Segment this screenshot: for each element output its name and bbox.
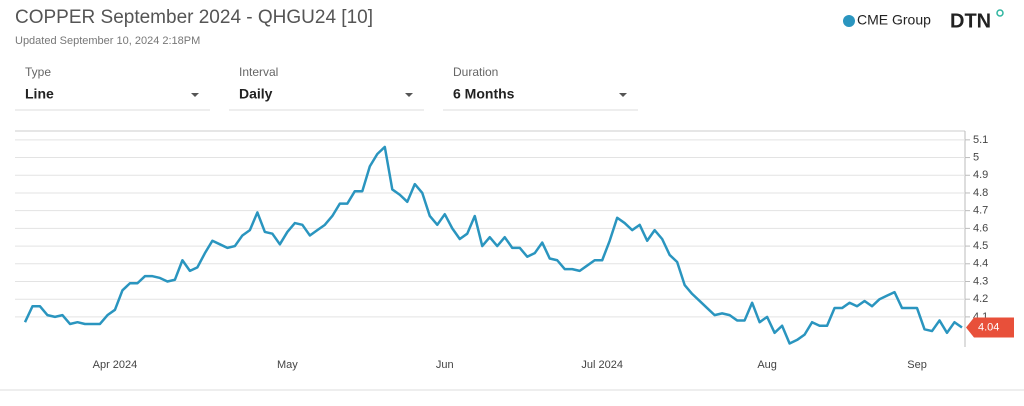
cme-icon <box>843 15 855 27</box>
controls: Type Line Interval Daily Duration 6 Months <box>15 62 638 111</box>
y-tick-label: 4.9 <box>973 169 988 181</box>
y-tick-label: 4.4 <box>973 258 988 270</box>
dropdown-area[interactable] <box>229 62 424 110</box>
x-tick-label: May <box>277 359 298 371</box>
x-tick-label: Apr 2024 <box>93 359 138 371</box>
dropdown-label: Duration <box>453 65 498 79</box>
last-price-tag <box>966 317 1014 338</box>
dropdown[interactable]: Type Line <box>15 62 210 111</box>
y-tick-label: 5 <box>973 151 979 163</box>
dropdown-area[interactable] <box>443 62 638 110</box>
y-tick-label: 4.7 <box>973 205 988 217</box>
y-tick-label: 4.5 <box>973 240 988 252</box>
y-tick-label: 5.1 <box>973 134 988 146</box>
dropdown-area[interactable] <box>15 62 210 110</box>
dropdown-value: Daily <box>239 86 273 102</box>
updated: Updated September 10, 2024 2:18PM <box>15 35 200 47</box>
caret <box>191 93 199 97</box>
caret <box>619 93 627 97</box>
dtn-logo: DTN <box>950 10 991 32</box>
caret <box>405 93 413 97</box>
cme-logo: CME Group <box>857 12 931 28</box>
x-tick-label: Jun <box>436 359 454 371</box>
x-tick-label: Aug <box>757 359 777 371</box>
x-tick-label: Sep <box>907 359 927 371</box>
dropdown[interactable]: Duration 6 Months <box>443 62 638 111</box>
dropdown-label: Interval <box>239 65 278 79</box>
price-line <box>23 145 963 345</box>
dropdown-value: Line <box>25 86 54 102</box>
dropdown-value: 6 Months <box>453 86 515 102</box>
title: COPPER September 2024 - QHGU24 [10] <box>15 7 373 28</box>
dtn-dot <box>996 9 1004 17</box>
x-tick-label: Jul 2024 <box>581 359 623 371</box>
last-price-label: 4.04 <box>978 321 999 333</box>
dropdown-label: Type <box>25 65 51 79</box>
y-tick-label: 4.3 <box>973 275 988 287</box>
y-tick-label: 4.8 <box>973 187 988 199</box>
y-tick-label: 4.2 <box>973 293 988 305</box>
y-tick-label: 4.6 <box>973 222 988 234</box>
dropdown[interactable]: Interval Daily <box>229 62 424 111</box>
